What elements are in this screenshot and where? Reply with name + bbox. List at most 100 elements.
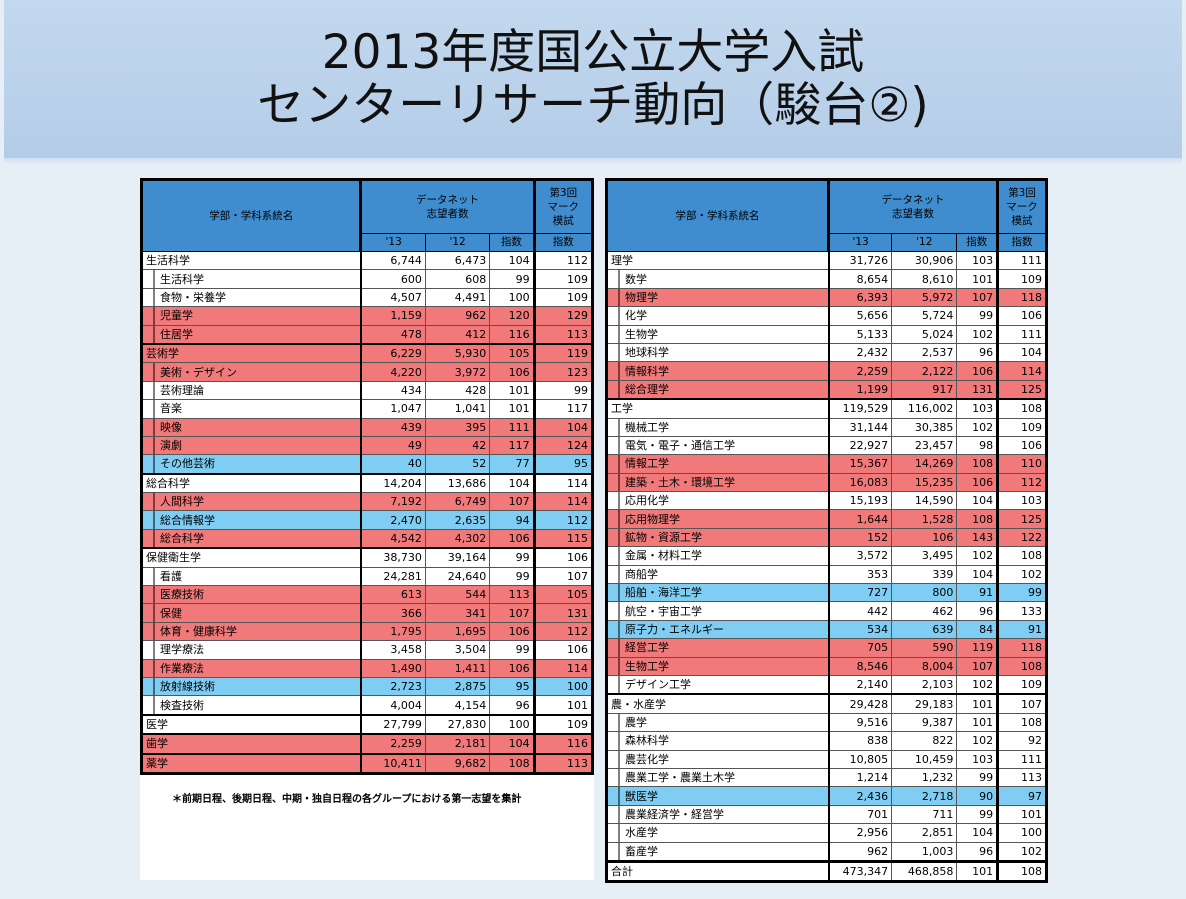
- value-2012: 2,635: [424, 510, 490, 530]
- index-value: 103: [956, 749, 998, 769]
- mark-index-value: 123: [532, 362, 593, 382]
- mark-index-value: 99: [996, 583, 1047, 602]
- mark-index-value: 109: [532, 713, 593, 735]
- index-value: 99: [956, 767, 998, 787]
- row-name-text: 保健: [160, 606, 182, 620]
- mark-index-value-text: 102: [1021, 844, 1042, 858]
- row-name: 看護: [141, 566, 362, 586]
- row-name-text: 芸術理論: [160, 383, 204, 397]
- table-row: 物理学 6,393 5,972 107 118: [606, 287, 1047, 307]
- value-2013-text: 7,192: [390, 495, 422, 509]
- index-value-text: 106: [508, 625, 530, 638]
- index-value-text: 99: [515, 272, 530, 286]
- value-2012: 608: [424, 269, 490, 289]
- mark-index-value-text: 97: [1028, 789, 1042, 803]
- index-value: 117: [489, 435, 535, 455]
- mark-index-value-text: 102: [1021, 567, 1042, 581]
- value-2013: 10,411: [360, 752, 426, 774]
- table-row: 建築・土木・環境工学 16,083 15,235 106 112: [606, 472, 1047, 492]
- value-2013-text: 434: [400, 383, 422, 397]
- value-2013: 15,367: [828, 454, 892, 474]
- mark-index-value: 106: [996, 435, 1047, 455]
- value-2013: 6,744: [360, 250, 426, 270]
- row-name: 理学: [606, 250, 830, 270]
- row-name-text: その他芸術: [160, 457, 215, 471]
- value-2013: 1,490: [360, 658, 426, 678]
- row-name: 総合理学: [606, 379, 830, 400]
- mark-index-value-text: 92: [1028, 734, 1042, 748]
- mark-index-value-text: 112: [567, 254, 588, 268]
- index-value: 77: [489, 454, 535, 474]
- table-row: 食物・栄養学 4,507 4,491 100 109: [141, 287, 593, 307]
- mark-index-value-text: 118: [1021, 641, 1042, 655]
- index-value-text: 120: [508, 309, 530, 323]
- header-datanet: データネット 志望者数: [360, 179, 535, 234]
- index-value-text: 96: [979, 844, 994, 858]
- row-name: 総合科学: [141, 528, 362, 549]
- value-2013-text: 2,723: [390, 680, 422, 694]
- index-value: 102: [956, 731, 998, 751]
- row-name: 放射線技術: [141, 676, 362, 696]
- index-value: 131: [956, 379, 998, 400]
- value-2012: 2,103: [891, 674, 957, 695]
- mark-index-value-text: 113: [1021, 771, 1042, 785]
- value-2012-text: 4,302: [454, 532, 487, 546]
- row-name-text: 総合理学: [625, 382, 669, 396]
- row-name: 保健: [141, 603, 362, 623]
- value-2012: 24,640: [424, 566, 490, 586]
- row-name: 農業経済学・経営学: [606, 804, 830, 824]
- row-name: 体育・健康科学: [141, 621, 362, 641]
- index-value-text: 106: [508, 661, 530, 675]
- index-value: 96: [956, 601, 998, 621]
- row-name: 作業療法: [141, 658, 362, 678]
- mark-index-value: 108: [996, 859, 1047, 882]
- row-name: 総合科学: [141, 472, 362, 493]
- mark-index-value: 113: [532, 752, 593, 774]
- index-value-text: 99: [515, 551, 530, 565]
- mark-index-value: 100: [532, 676, 593, 696]
- value-2012-text: 4,154: [454, 698, 487, 712]
- value-2013: 534: [828, 619, 892, 639]
- value-2013-text: 2,436: [856, 789, 889, 803]
- mark-index-value: 114: [532, 472, 593, 493]
- table-row: 医学 27,799 27,830 100 109: [141, 713, 593, 735]
- table-row: 情報工学 15,367 14,269 108 110: [606, 454, 1047, 474]
- mark-index-value: 109: [996, 269, 1047, 289]
- index-value-text: 111: [508, 420, 530, 434]
- value-2012: 5,724: [891, 306, 957, 326]
- table-row: 保健衛生学 38,730 39,164 99 106: [141, 547, 593, 568]
- value-2013: 152: [828, 527, 892, 547]
- value-2012-text: 1,528: [921, 512, 954, 526]
- value-2012: 29,183: [891, 693, 957, 714]
- mark-index-value-text: 108: [1021, 715, 1042, 729]
- mark-index-value: 125: [996, 379, 1047, 400]
- mark-index-value: 129: [532, 306, 593, 326]
- value-2013: 727: [828, 583, 892, 602]
- value-2013: 4,507: [360, 287, 426, 307]
- mark-index-value-text: 116: [567, 737, 588, 751]
- table-row: 化学 5,656 5,724 99 106: [606, 306, 1047, 326]
- value-2013: 4,004: [360, 695, 426, 715]
- row-name: 農業工学・農業土木学: [606, 767, 830, 787]
- value-2013-text: 24,281: [383, 569, 422, 583]
- row-name: 芸術理論: [141, 380, 362, 400]
- value-2012: 639: [891, 619, 957, 639]
- row-name-text: 生活科学: [146, 254, 190, 268]
- index-value: 101: [489, 399, 535, 419]
- index-value-text: 102: [972, 734, 994, 748]
- row-name-text: 映像: [160, 420, 182, 434]
- value-2012: 4,154: [424, 695, 490, 715]
- header-datanet-line1: データネット: [416, 194, 480, 206]
- value-2013-text: 2,259: [856, 364, 889, 378]
- value-2013-text: 5,133: [856, 327, 889, 341]
- mark-index-value-text: 113: [567, 756, 588, 770]
- mark-index-value-text: 104: [567, 420, 588, 434]
- mark-index-value-text: 100: [1021, 826, 1042, 840]
- value-2013-text: 727: [867, 586, 889, 600]
- mark-index-value-text: 107: [1021, 697, 1042, 711]
- row-name-text: 水産学: [625, 826, 658, 840]
- table-row: 農業工学・農業土木学 1,214 1,232 99 113: [606, 767, 1047, 787]
- value-2013: 600: [360, 269, 426, 289]
- value-2013: 2,259: [360, 733, 426, 754]
- value-2013-text: 1,159: [390, 309, 422, 323]
